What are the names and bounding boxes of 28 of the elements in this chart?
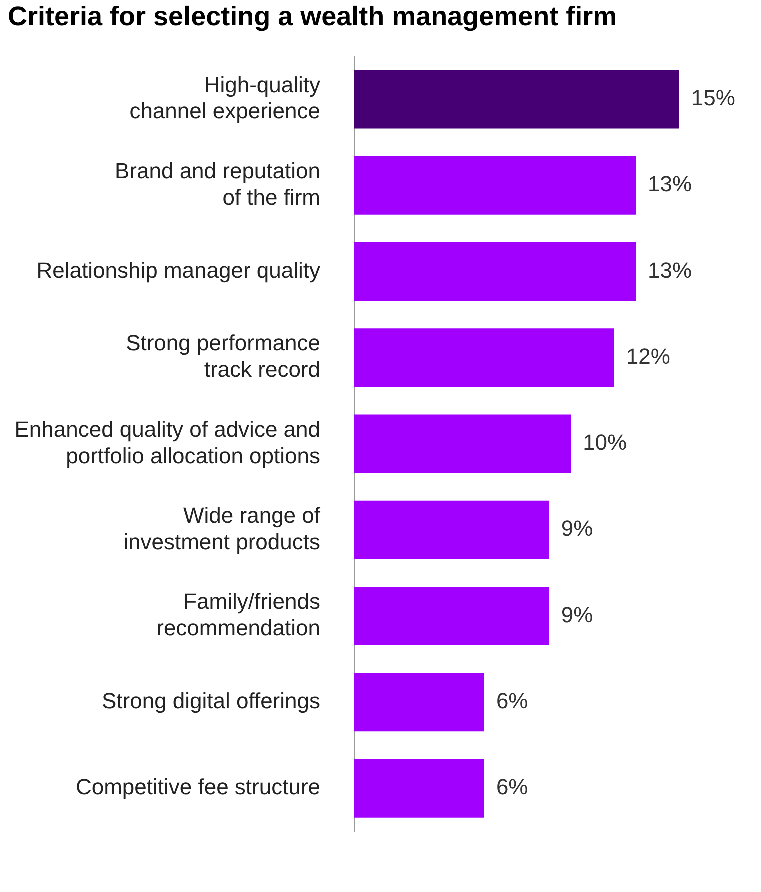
bar	[354, 586, 550, 646]
bar	[354, 156, 636, 215]
data-label: 10%	[583, 430, 628, 456]
bar	[354, 500, 550, 560]
data-label: 13%	[648, 172, 692, 197]
y-tick-label: Competitive fee structure	[76, 774, 320, 800]
y-tick-label: Strong performance track record	[126, 330, 320, 382]
bar	[354, 70, 680, 129]
data-label: 9%	[561, 516, 594, 542]
bar	[354, 242, 636, 302]
bar	[354, 759, 484, 818]
bar	[354, 328, 614, 388]
y-tick-label: Enhanced quality of advice and portfolio allocation options	[14, 416, 320, 468]
y-tick-label: Family/friends recommendation	[156, 589, 320, 641]
data-label: 9%	[561, 602, 594, 628]
data-label: 6%	[496, 774, 528, 800]
y-tick-label: High-quality channel experience	[130, 72, 320, 124]
data-label: 12%	[626, 344, 670, 369]
y-tick-label: Relationship manager quality	[36, 258, 320, 283]
bar	[354, 414, 572, 474]
y-tick-label: Strong digital offerings	[102, 688, 320, 714]
data-label: 6%	[496, 688, 528, 714]
y-tick-label: Wide range of investment products	[124, 502, 322, 554]
data-label: 13%	[648, 258, 692, 283]
bar	[354, 673, 484, 732]
y-tick-label: Brand and reputation of the firm	[115, 158, 320, 210]
chart-title: Criteria for selecting a wealth management firm	[8, 2, 618, 32]
data-label: 15%	[691, 86, 736, 111]
